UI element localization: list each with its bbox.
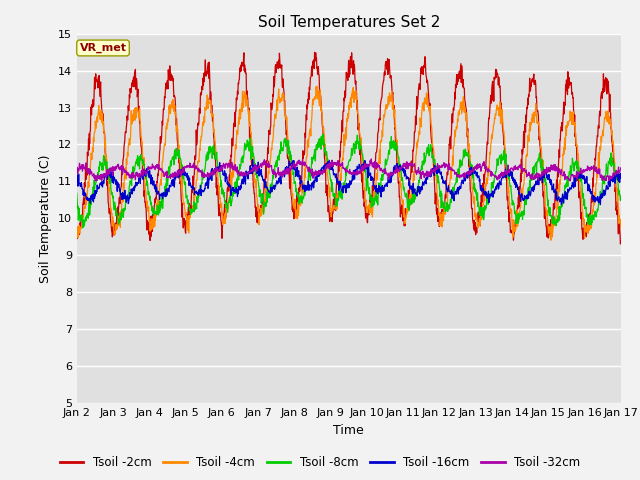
Tsoil -4cm bbox=[180, 205, 188, 211]
Line: Tsoil -8cm: Tsoil -8cm bbox=[77, 134, 621, 228]
Tsoil -4cm bbox=[255, 203, 262, 208]
Tsoil -2cm bbox=[434, 213, 442, 219]
Title: Soil Temperatures Set 2: Soil Temperatures Set 2 bbox=[258, 15, 440, 30]
Y-axis label: Soil Temperature (C): Soil Temperature (C) bbox=[39, 154, 52, 283]
Tsoil -2cm bbox=[255, 209, 262, 215]
Line: Tsoil -4cm: Tsoil -4cm bbox=[77, 86, 621, 240]
Line: Tsoil -16cm: Tsoil -16cm bbox=[77, 160, 621, 204]
Tsoil -2cm bbox=[617, 238, 625, 244]
Tsoil -8cm bbox=[73, 191, 81, 196]
Tsoil -32cm bbox=[73, 166, 81, 171]
Tsoil -8cm bbox=[79, 225, 86, 231]
Tsoil -2cm bbox=[194, 122, 202, 128]
Line: Tsoil -32cm: Tsoil -32cm bbox=[77, 159, 621, 181]
Tsoil -4cm bbox=[434, 193, 442, 199]
Text: VR_met: VR_met bbox=[79, 43, 127, 53]
Tsoil -8cm bbox=[195, 196, 202, 202]
Tsoil -16cm bbox=[194, 191, 202, 197]
Tsoil -2cm bbox=[180, 222, 188, 228]
Tsoil -16cm bbox=[249, 157, 257, 163]
Tsoil -2cm bbox=[311, 49, 319, 55]
Tsoil -16cm bbox=[596, 202, 604, 207]
Tsoil -8cm bbox=[319, 132, 327, 137]
Tsoil -32cm bbox=[505, 168, 513, 173]
Tsoil -8cm bbox=[255, 184, 263, 190]
Tsoil -16cm bbox=[617, 176, 625, 181]
Legend: Tsoil -2cm, Tsoil -4cm, Tsoil -8cm, Tsoil -16cm, Tsoil -32cm: Tsoil -2cm, Tsoil -4cm, Tsoil -8cm, Tsoi… bbox=[55, 452, 585, 474]
Tsoil -32cm bbox=[194, 168, 202, 174]
X-axis label: Time: Time bbox=[333, 424, 364, 437]
Tsoil -4cm bbox=[617, 225, 625, 230]
Tsoil -2cm bbox=[553, 177, 561, 183]
Tsoil -4cm bbox=[73, 235, 81, 241]
Tsoil -8cm bbox=[181, 182, 189, 188]
Tsoil -4cm bbox=[194, 158, 202, 164]
Tsoil -32cm bbox=[367, 156, 375, 162]
Tsoil -32cm bbox=[434, 161, 442, 167]
Tsoil -8cm bbox=[553, 216, 561, 222]
Tsoil -2cm bbox=[505, 204, 513, 210]
Tsoil -16cm bbox=[553, 189, 561, 195]
Tsoil -8cm bbox=[617, 194, 625, 200]
Tsoil -16cm bbox=[255, 173, 263, 179]
Tsoil -16cm bbox=[505, 169, 513, 175]
Tsoil -4cm bbox=[505, 183, 513, 189]
Tsoil -2cm bbox=[616, 241, 624, 247]
Tsoil -16cm bbox=[73, 176, 81, 182]
Line: Tsoil -2cm: Tsoil -2cm bbox=[77, 52, 621, 244]
Tsoil -8cm bbox=[434, 180, 442, 186]
Tsoil -32cm bbox=[566, 178, 574, 184]
Tsoil -16cm bbox=[180, 172, 188, 178]
Tsoil -2cm bbox=[73, 224, 81, 230]
Tsoil -32cm bbox=[617, 165, 625, 170]
Tsoil -32cm bbox=[553, 164, 561, 169]
Tsoil -4cm bbox=[547, 238, 555, 243]
Tsoil -8cm bbox=[505, 176, 513, 182]
Tsoil -4cm bbox=[553, 204, 561, 209]
Tsoil -32cm bbox=[180, 164, 188, 170]
Tsoil -16cm bbox=[434, 166, 442, 172]
Tsoil -32cm bbox=[255, 163, 262, 168]
Tsoil -4cm bbox=[313, 84, 321, 89]
